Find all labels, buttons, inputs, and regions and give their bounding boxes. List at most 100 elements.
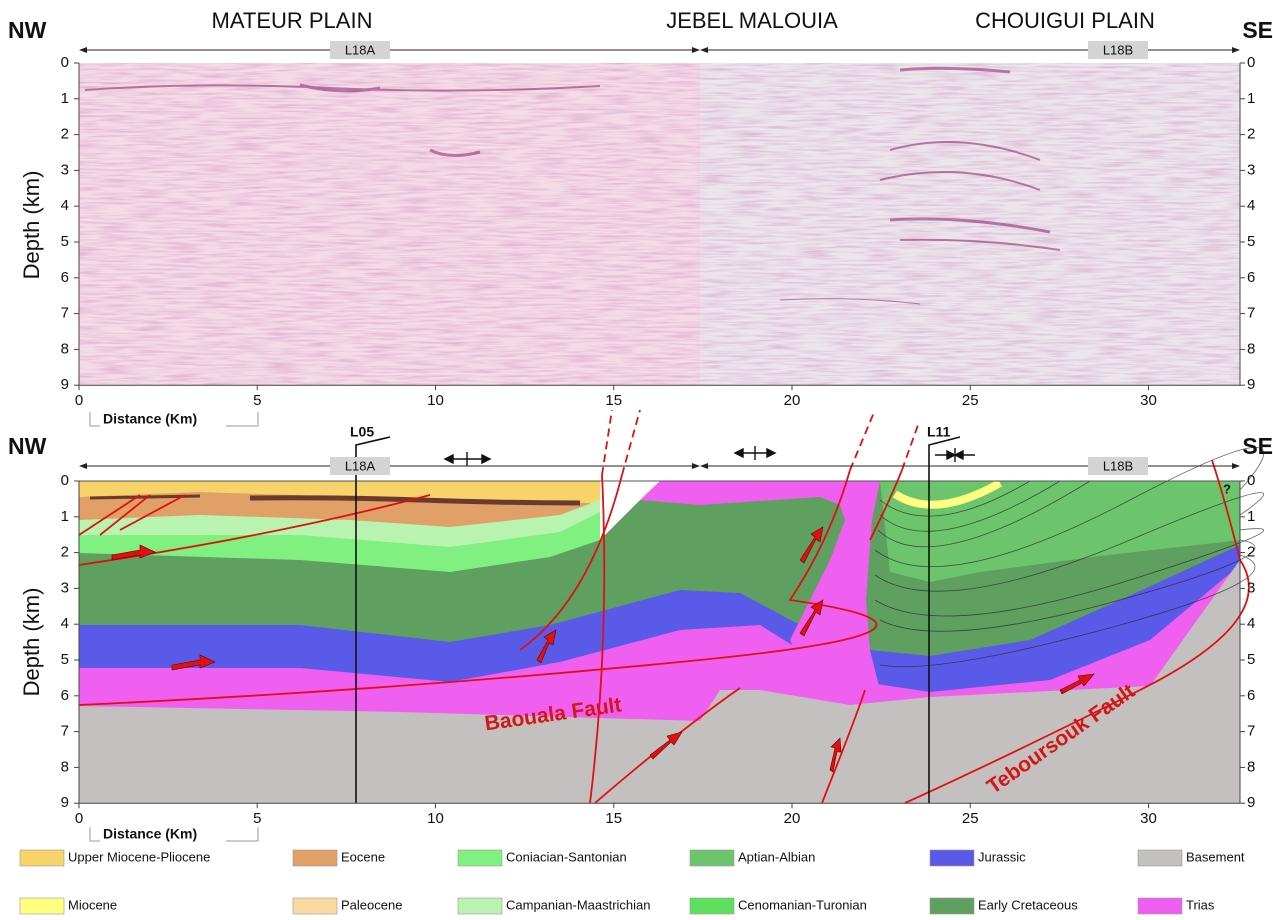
y-tick-label: 2 (61, 126, 69, 143)
y-tick-label: 8 (1247, 340, 1255, 357)
well-label: L11 (927, 424, 951, 440)
legend-swatch (689, 849, 735, 867)
y-tick-label: 7 (61, 305, 69, 322)
x-tick-label: 30 (1140, 392, 1157, 409)
section-label: L18A (345, 42, 376, 57)
y-tick-label: 4 (1247, 197, 1255, 214)
region-label: MATEUR PLAIN (212, 8, 373, 33)
section-tag (330, 457, 390, 475)
y-tick-label: 7 (1247, 723, 1255, 740)
y-tick-label: 5 (1247, 233, 1255, 250)
scale-bracket (89, 412, 259, 427)
y-tick-label: 2 (1247, 126, 1255, 143)
y-tick-label: 3 (1247, 161, 1255, 178)
x-tick-label: 10 (427, 392, 444, 409)
legend-swatch (929, 849, 975, 867)
legend-label: Upper Miocene-Pliocene (68, 849, 210, 864)
y-tick-label: 6 (61, 687, 69, 704)
x-axis-label: Distance (Km) (103, 411, 197, 427)
legend-label: Trias (1186, 897, 1215, 912)
y-tick-label: 4 (61, 615, 69, 632)
corner-label: SE (1242, 433, 1273, 459)
region-label: CHOUIGUI PLAIN (975, 8, 1155, 33)
fold-symbols (443, 446, 975, 466)
legend-label: Eocene (341, 849, 385, 864)
region-label: JEBEL MALOUIA (666, 8, 838, 33)
legend-swatch (929, 897, 975, 915)
section-label: L18A (345, 458, 376, 473)
section-tag (1088, 457, 1148, 475)
y-tick-label: 6 (1247, 687, 1255, 704)
legend-swatch (689, 897, 735, 915)
legend-swatch (292, 897, 338, 915)
y-tick-label: 1 (1247, 90, 1255, 107)
y-tick-label: 2 (61, 544, 69, 561)
corner-label: NW (8, 17, 47, 43)
y-tick-label: 3 (61, 161, 69, 178)
y-tick-label: 1 (61, 508, 69, 525)
section-label: L18B (1103, 458, 1133, 473)
y-tick-label: 8 (61, 340, 69, 357)
legend-label: Coniacian-Santonian (506, 849, 627, 864)
reflectors (84, 66, 1061, 305)
y-tick-label: 2 (1247, 544, 1255, 561)
x-axis-label: Distance (Km) (103, 826, 197, 842)
legend-label: Aptian-Albian (738, 849, 815, 864)
y-tick-label: 3 (1247, 579, 1255, 596)
y-tick-label: 4 (1247, 615, 1255, 632)
y-tick-label: 0 (61, 472, 69, 489)
legend-label: Early Cretaceous (978, 897, 1078, 912)
well-lines (355, 436, 961, 803)
legend-swatch (19, 897, 65, 915)
section-tag (330, 41, 390, 59)
y-tick-label: 3 (61, 579, 69, 596)
y-tick-label: 8 (1247, 758, 1255, 775)
legend-label: Paleocene (341, 897, 402, 912)
legend-label: Miocene (68, 897, 117, 912)
y-tick-label: 5 (61, 233, 69, 250)
x-tick-label: 15 (605, 810, 622, 827)
faults (78, 409, 1250, 804)
y-tick-label: 0 (1247, 472, 1255, 489)
y-axis-label: Depth (km) (19, 171, 44, 280)
legend-swatch (1137, 897, 1183, 915)
y-tick-label: 8 (61, 758, 69, 775)
y-tick-label: 1 (61, 90, 69, 107)
y-tick-label: 5 (61, 651, 69, 668)
y-axis-label: Depth (km) (19, 588, 44, 697)
y-tick-label: 6 (61, 269, 69, 286)
cross-section (79, 446, 1265, 803)
x-tick-label: 25 (962, 392, 979, 409)
section-label: L18B (1103, 42, 1133, 57)
legend-label: Campanian-Maastrichian (506, 897, 651, 912)
x-tick-label: 30 (1140, 810, 1157, 827)
section-tag (1088, 41, 1148, 59)
y-tick-label: 6 (1247, 269, 1255, 286)
legend-swatch (457, 849, 503, 867)
seismic-texture (79, 63, 1240, 385)
x-tick-label: 25 (962, 810, 979, 827)
y-tick-label: 0 (61, 54, 69, 71)
x-tick-label: 20 (784, 392, 801, 409)
legend-swatch (457, 897, 503, 915)
corner-label: NW (8, 433, 47, 459)
well-label: L05 (350, 424, 374, 440)
unknown-mark: ? (1223, 481, 1231, 496)
y-tick-label: 0 (1247, 54, 1255, 71)
legend-label: Jurassic (978, 849, 1026, 864)
x-tick-label: 0 (75, 392, 83, 409)
scale-bracket (89, 827, 259, 842)
legend-swatch (1137, 849, 1183, 867)
x-tick-label: 10 (427, 810, 444, 827)
corner-label: SE (1242, 17, 1273, 43)
y-tick-label: 7 (1247, 305, 1255, 322)
legend-label: Cenomanian-Turonian (738, 897, 867, 912)
y-tick-label: 9 (61, 376, 69, 393)
x-tick-label: 5 (253, 392, 261, 409)
legend-swatch (19, 849, 65, 867)
y-tick-label: 4 (61, 197, 69, 214)
y-tick-label: 7 (61, 723, 69, 740)
x-tick-label: 15 (605, 392, 622, 409)
y-tick-label: 9 (1247, 376, 1255, 393)
